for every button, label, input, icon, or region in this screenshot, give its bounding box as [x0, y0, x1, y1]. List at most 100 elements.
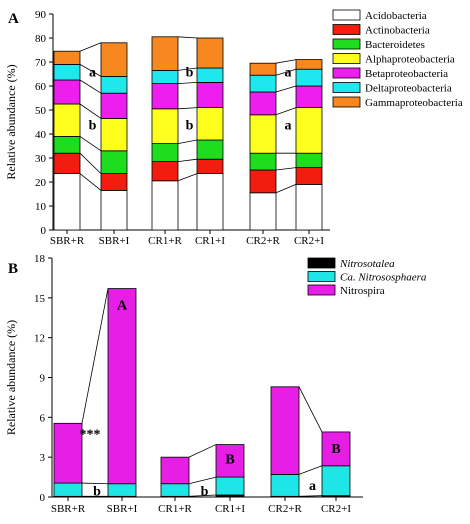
connector-line [298, 495, 323, 497]
connector-line [79, 79, 102, 94]
bar-segment [107, 288, 137, 485]
connector-line [177, 82, 198, 84]
annotation-label: b [201, 484, 209, 499]
legend-swatch [332, 9, 361, 21]
legend-label: Betaproteobacteria [365, 68, 448, 80]
x-tick-label: CR1+R [148, 235, 182, 247]
bar-segment [249, 169, 277, 194]
legend-swatch [307, 284, 336, 296]
connector-line [79, 42, 102, 52]
connector-line [177, 67, 198, 71]
bar-segment [53, 50, 81, 65]
legend-label: Acidobacteria [365, 10, 427, 22]
y-tick-label: 30 [35, 153, 47, 165]
y-tick-label: 9 [40, 373, 46, 385]
bar-segment [249, 192, 277, 231]
bar-segment [100, 92, 128, 119]
bar-segment [53, 103, 81, 137]
annotation-label: A [117, 298, 128, 313]
bar-segment [151, 143, 179, 163]
x-tick-label: SBR+R [50, 235, 85, 247]
y-tick-label: 6 [40, 412, 46, 424]
bar-segment [270, 474, 300, 497]
connector-line [275, 59, 297, 64]
bar-segment [53, 64, 81, 81]
bar-segment [151, 36, 179, 71]
connector-line [79, 152, 102, 174]
bar-segment [100, 173, 128, 191]
x-tick-label: CR1+R [158, 503, 192, 515]
x-tick-label: SBR+R [51, 503, 86, 515]
connector-line [81, 482, 109, 485]
x-tick-label: CR1+I [215, 503, 245, 515]
bar-segment [53, 135, 81, 154]
bar-segment [151, 180, 179, 231]
legend-swatch [307, 271, 336, 282]
x-tick-label: CR2+I [321, 503, 351, 515]
legend-label: Nitrosotalea [339, 258, 395, 270]
y-tick-label: 90 [35, 9, 47, 21]
annotation-label: B [225, 452, 234, 467]
connector-line [79, 64, 102, 77]
bar-segment [160, 483, 190, 497]
bar-segment [196, 158, 224, 174]
bar-segment [321, 431, 351, 467]
y-tick-label: 40 [35, 129, 47, 141]
x-tick-label: CR2+R [268, 503, 302, 515]
x-tick-label: CR2+R [246, 235, 280, 247]
x-tick-label: CR2+I [294, 235, 324, 247]
legend-swatch [332, 67, 361, 79]
legend-label: Bacteroidetes [365, 39, 425, 51]
panel-label: B [8, 261, 18, 277]
connector-line [188, 494, 217, 497]
bar-segment [196, 67, 224, 83]
y-tick-label: 80 [35, 33, 47, 45]
connector-line [177, 36, 198, 39]
connector-line [298, 386, 323, 433]
bar-segment [53, 79, 81, 105]
legend-swatch [332, 24, 361, 35]
connector-line [298, 465, 323, 475]
bar-segment [196, 82, 224, 109]
y-tick-label: 12 [34, 333, 45, 345]
connector-line [275, 167, 297, 171]
connector-line [177, 158, 198, 162]
panel-b: 0 3 6 9 12 15 18 Relative abundance (%) B SBR+R SB… [4, 253, 427, 515]
connector-line [177, 107, 198, 110]
connector-line [79, 103, 102, 119]
connector-line [188, 444, 217, 458]
connector-line [81, 288, 109, 424]
y-tick-label: 0 [41, 225, 47, 237]
bar-segment [295, 85, 323, 109]
bar-segment [295, 59, 323, 70]
connector-line [79, 173, 102, 191]
annotation-label: b [186, 66, 194, 81]
x-tick-label: CR1+I [195, 235, 225, 247]
bar-segment [53, 422, 83, 484]
connector-line [177, 173, 198, 182]
bar-segment [249, 62, 277, 76]
bar-segment [295, 152, 323, 168]
bar-segment [249, 114, 277, 154]
annotation-label: B [331, 442, 340, 457]
legend-swatch [332, 53, 361, 64]
annotation-label: a [285, 66, 292, 81]
bar-segment [249, 91, 277, 116]
annotation-label: b [89, 118, 97, 133]
legend-swatch [332, 96, 361, 108]
y-tick-label: 60 [35, 81, 47, 93]
bar-segment [321, 465, 351, 497]
y-tick-label: 50 [35, 105, 47, 117]
y-tick-label: 20 [35, 177, 47, 189]
annotation-label: *** [80, 427, 101, 442]
connector-line [177, 139, 198, 144]
bar-segment [196, 173, 224, 231]
legend-label: Deltaproteobacteria [365, 83, 452, 95]
legend-label: Nitrospira [340, 285, 385, 297]
y-tick-label: 70 [35, 57, 47, 69]
bar-segment [151, 70, 179, 85]
y-tick-label: 0 [40, 492, 46, 504]
connector-line [188, 476, 217, 485]
legend-label: Actinobacteria [365, 25, 430, 37]
